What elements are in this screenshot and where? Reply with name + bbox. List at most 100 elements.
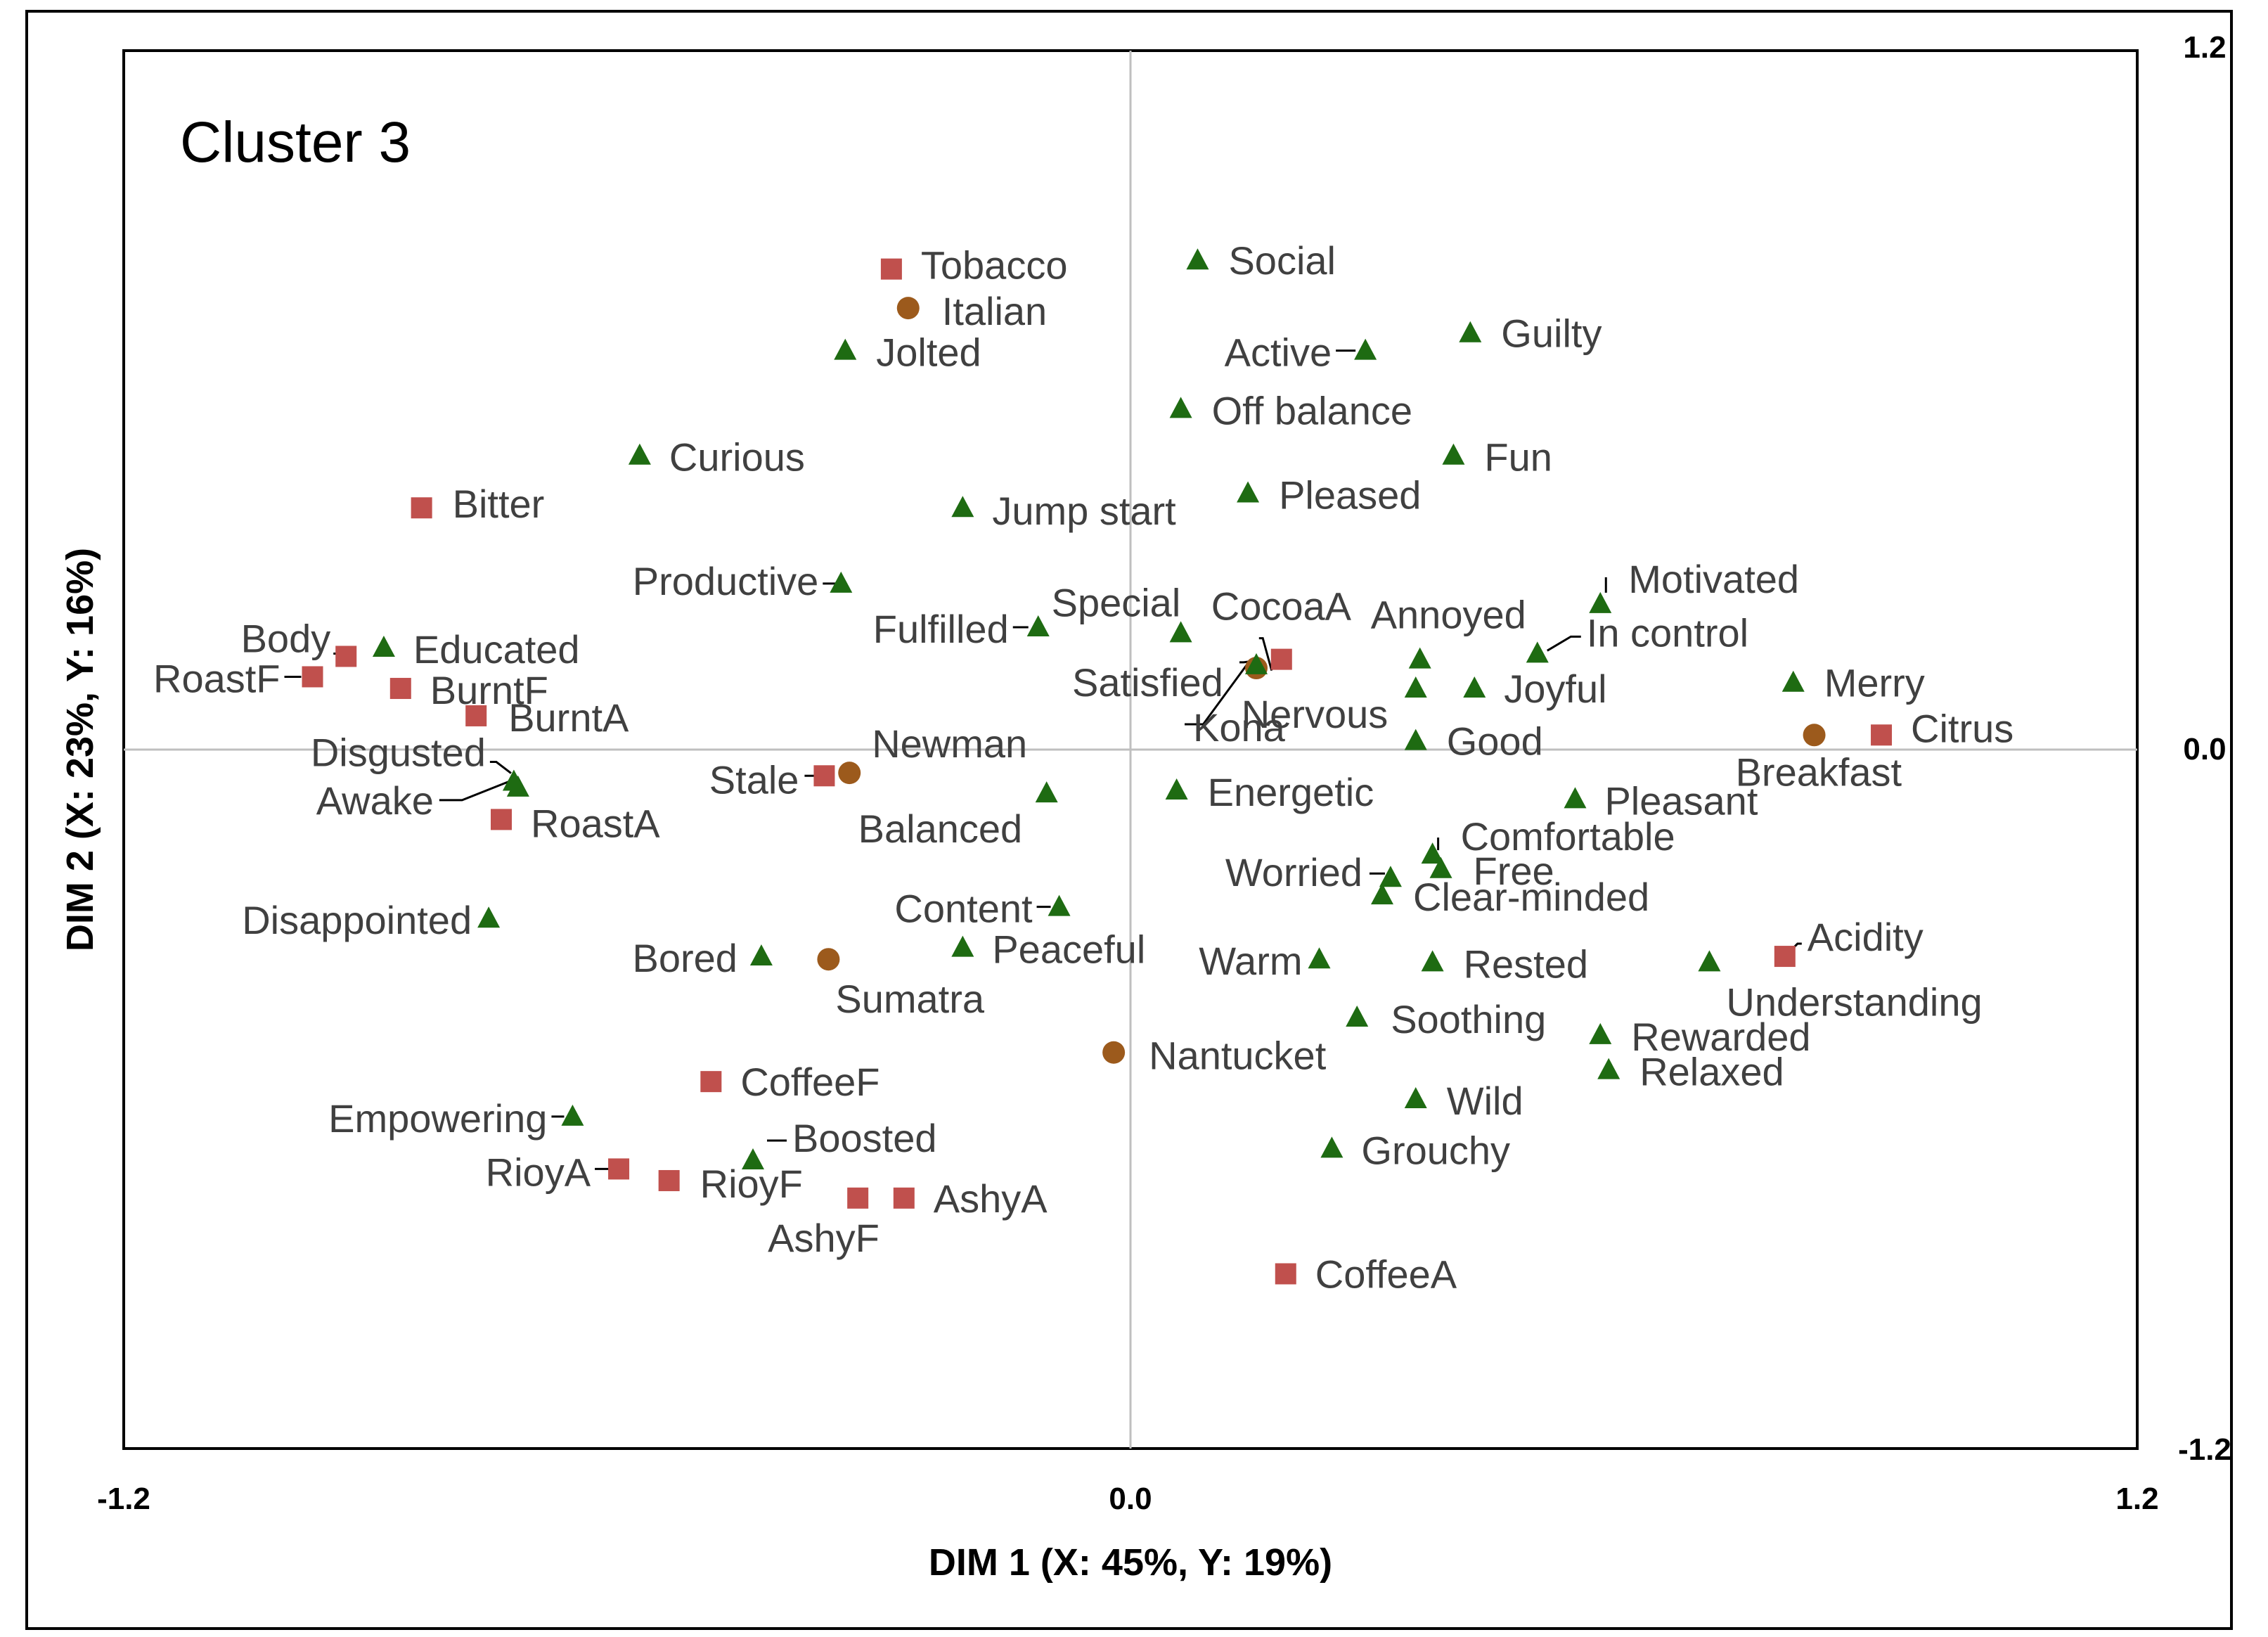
square-marker-cocoaa (1270, 648, 1292, 670)
point-label-body: Body (241, 616, 331, 660)
point-label-relaxed: Relaxed (1639, 1050, 1784, 1094)
triangle-marker-jump-start (951, 496, 974, 518)
square-marker-tobacco (880, 258, 902, 280)
triangle-marker-empowering (561, 1104, 584, 1126)
point-label-ashyf: AshyF (768, 1216, 880, 1260)
y-axis-title: DIM 2 (X: 23%, Y: 16%) (59, 548, 101, 951)
circle-marker-sumatra (817, 948, 840, 971)
triangle-marker-rewarded (1589, 1022, 1612, 1044)
point-label-guilty: Guilty (1501, 312, 1602, 356)
leader-line-in-control (1546, 635, 1581, 652)
triangle-marker-special (1169, 621, 1192, 643)
point-label-roasta: RoastA (531, 801, 660, 845)
point-label-italian: Italian (942, 289, 1047, 333)
point-label-comfortable: Comfortable (1461, 814, 1675, 859)
point-label-motivated: Motivated (1628, 557, 1799, 601)
point-label-empowering: Empowering (328, 1096, 547, 1141)
triangle-marker-content (1048, 894, 1071, 916)
point-label-stale: Stale (709, 757, 799, 802)
triangle-marker-awake (506, 775, 529, 797)
point-label-rioya: RioyA (486, 1150, 591, 1194)
point-label-nantucket: Nantucket (1149, 1034, 1327, 1078)
triangle-marker-educated (372, 636, 395, 657)
triangle-marker-energetic (1165, 778, 1188, 800)
point-label-worried: Worried (1225, 850, 1362, 894)
point-label-boosted: Boosted (792, 1116, 937, 1160)
point-label-roastf: RoastF (153, 656, 281, 700)
point-label-ashya: AshyA (934, 1176, 1048, 1221)
x-tick-zero: 0.0 (1109, 1482, 1152, 1516)
y-tick-max: 1.2 (2183, 30, 2226, 65)
triangle-marker-good (1404, 728, 1427, 750)
triangle-marker-joyful (1463, 676, 1486, 698)
circle-marker-nantucket (1102, 1041, 1126, 1064)
x-tick-max: 1.2 (2115, 1482, 2158, 1516)
square-marker-bitter (411, 497, 432, 519)
triangle-marker-grouchy (1320, 1136, 1344, 1158)
point-label-warm: Warm (1199, 939, 1302, 983)
square-marker-ashya (893, 1187, 915, 1209)
point-label-productive: Productive (633, 559, 819, 603)
point-label-social: Social (1228, 238, 1336, 283)
point-label-energetic: Energetic (1208, 770, 1374, 814)
point-label-good: Good (1447, 719, 1543, 764)
point-label-bitter: Bitter (453, 482, 545, 526)
point-label-special: Special (1052, 580, 1181, 624)
point-label-joyful: Joyful (1504, 667, 1606, 711)
point-label-content: Content (894, 887, 1033, 931)
triangle-marker-curious (628, 443, 651, 465)
point-label-rioyf: RioyF (700, 1162, 803, 1206)
triangle-marker-rested (1421, 950, 1444, 972)
point-label-kona: Kona (1193, 705, 1286, 750)
point-label-cocoaa: CocoaA (1211, 584, 1352, 629)
point-label-curious: Curious (669, 435, 805, 480)
triangle-marker-fulfilled (1026, 615, 1050, 637)
triangle-marker-guilty (1459, 321, 1482, 342)
point-label-pleasant: Pleasant (1604, 778, 1758, 823)
square-marker-ashyf (847, 1187, 869, 1209)
square-marker-citrus (1871, 724, 1893, 746)
triangle-marker-in-control (1526, 641, 1549, 663)
point-label-fulfilled: Fulfilled (873, 607, 1009, 651)
triangle-marker-annoyed (1408, 647, 1431, 669)
square-marker-coffeea (1275, 1263, 1296, 1285)
triangle-marker-off-balance (1169, 397, 1192, 418)
square-marker-coffeef (700, 1071, 722, 1093)
triangle-marker-free (1429, 856, 1452, 878)
square-marker-roasta (491, 809, 512, 830)
point-label-clear-minded: Clear-minded (1413, 875, 1649, 919)
square-marker-roastf (302, 666, 323, 688)
point-label-citrus: Citrus (1911, 706, 2014, 750)
triangle-marker-worried (1379, 866, 1402, 887)
triangle-marker-understanding (1698, 950, 1721, 972)
square-marker-rioya (608, 1158, 630, 1180)
point-label-bored: Bored (632, 936, 737, 980)
leader-line-kona (1185, 665, 1248, 726)
square-marker-acidity (1774, 946, 1796, 968)
triangle-marker-wild (1404, 1087, 1427, 1108)
square-marker-stale (813, 765, 835, 787)
x-tick-min: -1.2 (97, 1482, 150, 1516)
triangle-marker-pleased (1237, 481, 1260, 503)
point-label-sumatra: Sumatra (835, 977, 984, 1021)
point-label-jump-start: Jump start (992, 489, 1176, 533)
square-marker-burnta (465, 705, 487, 726)
point-label-soothing: Soothing (1391, 997, 1546, 1041)
triangle-marker-pleasant (1564, 787, 1587, 809)
triangle-marker-warm (1308, 947, 1331, 969)
triangle-marker-bored (749, 944, 773, 966)
circle-marker-newman (838, 762, 861, 785)
point-label-rewarded: Rewarded (1631, 1015, 1810, 1059)
point-label-free: Free (1474, 849, 1554, 893)
square-marker-burntf (389, 678, 411, 700)
point-label-awake: Awake (316, 778, 434, 823)
point-label-satisfied: Satisfied (1072, 660, 1223, 705)
triangle-marker-active (1354, 338, 1377, 360)
leader-line-awake (439, 778, 516, 802)
y-tick-min: -1.2 (2178, 1432, 2231, 1467)
y-tick-zero: 0.0 (2183, 732, 2226, 766)
triangle-marker-soothing (1346, 1006, 1369, 1027)
circle-marker-breakfast (1803, 724, 1826, 747)
triangle-marker-social (1186, 248, 1209, 270)
